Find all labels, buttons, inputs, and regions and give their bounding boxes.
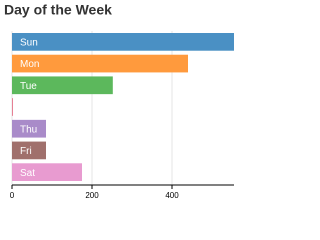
bar-label: Fri xyxy=(20,146,32,157)
chart: Day of the Week 0 200 400 Sun Mon Tue Wed Thu Fr… xyxy=(4,2,234,200)
bar xyxy=(12,163,82,181)
bar-label: Wed xyxy=(20,103,40,114)
x-tick-label: 0 xyxy=(10,191,15,200)
bar-label: Sun xyxy=(20,37,38,48)
bar-label: Thu xyxy=(20,124,37,135)
bar xyxy=(12,54,188,73)
bar xyxy=(12,98,13,116)
x-tick-label: 400 xyxy=(165,191,179,200)
bar-label: Tue xyxy=(20,81,37,92)
bar xyxy=(12,33,234,51)
bar xyxy=(12,76,113,95)
chart-title: Day of the Week xyxy=(4,2,112,18)
bar-label: Sat xyxy=(20,168,35,179)
bar-label: Mon xyxy=(20,59,39,70)
bar xyxy=(12,119,46,138)
bar xyxy=(12,141,46,160)
x-tick-label: 200 xyxy=(85,191,99,200)
